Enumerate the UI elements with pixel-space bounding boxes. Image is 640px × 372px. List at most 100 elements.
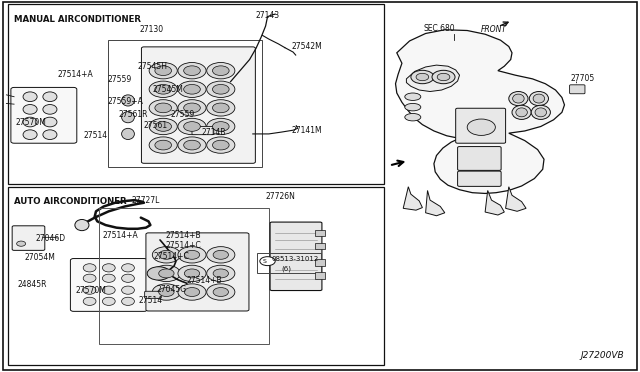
FancyBboxPatch shape bbox=[192, 126, 214, 135]
FancyBboxPatch shape bbox=[145, 291, 161, 298]
Circle shape bbox=[17, 241, 26, 246]
Ellipse shape bbox=[512, 105, 531, 119]
FancyBboxPatch shape bbox=[456, 108, 506, 143]
Ellipse shape bbox=[43, 105, 57, 114]
Text: 27514+A: 27514+A bbox=[102, 231, 138, 240]
Circle shape bbox=[149, 62, 177, 79]
Circle shape bbox=[184, 103, 200, 113]
Ellipse shape bbox=[122, 264, 134, 272]
Ellipse shape bbox=[102, 286, 115, 294]
Circle shape bbox=[152, 284, 180, 300]
FancyBboxPatch shape bbox=[12, 226, 45, 250]
Circle shape bbox=[155, 122, 172, 131]
Text: 27514+C: 27514+C bbox=[154, 252, 189, 261]
Ellipse shape bbox=[535, 108, 547, 117]
Circle shape bbox=[184, 288, 200, 296]
Circle shape bbox=[207, 62, 235, 79]
Text: 08513-31012: 08513-31012 bbox=[271, 256, 319, 262]
Ellipse shape bbox=[83, 286, 96, 294]
Circle shape bbox=[149, 118, 177, 135]
Ellipse shape bbox=[122, 274, 134, 282]
Text: (6): (6) bbox=[282, 265, 292, 272]
Ellipse shape bbox=[23, 130, 37, 140]
Circle shape bbox=[152, 247, 180, 263]
Circle shape bbox=[159, 288, 174, 296]
Ellipse shape bbox=[405, 93, 421, 100]
Circle shape bbox=[207, 118, 235, 135]
Bar bbox=[99, 208, 269, 344]
Circle shape bbox=[212, 66, 229, 76]
Text: 27130: 27130 bbox=[140, 25, 164, 34]
Ellipse shape bbox=[513, 94, 524, 103]
Text: 27559+A: 27559+A bbox=[108, 97, 143, 106]
Text: SEC.680: SEC.680 bbox=[424, 24, 455, 33]
Circle shape bbox=[213, 288, 228, 296]
Bar bbox=[257, 253, 321, 273]
Circle shape bbox=[152, 265, 180, 282]
Ellipse shape bbox=[43, 92, 57, 102]
FancyBboxPatch shape bbox=[11, 87, 77, 143]
Text: 27514: 27514 bbox=[139, 296, 163, 305]
Text: 27570M: 27570M bbox=[16, 118, 47, 126]
Circle shape bbox=[155, 103, 172, 113]
Circle shape bbox=[155, 140, 172, 150]
Circle shape bbox=[184, 250, 200, 259]
Text: 27545H: 27545H bbox=[138, 62, 168, 71]
Ellipse shape bbox=[516, 108, 527, 117]
Bar bbox=[8, 4, 384, 184]
Circle shape bbox=[184, 140, 200, 150]
Circle shape bbox=[178, 100, 206, 116]
Polygon shape bbox=[426, 190, 445, 216]
Text: 27141M: 27141M bbox=[291, 126, 322, 135]
Circle shape bbox=[149, 100, 177, 116]
Ellipse shape bbox=[531, 105, 550, 119]
Circle shape bbox=[467, 119, 495, 135]
Circle shape bbox=[178, 265, 206, 282]
Circle shape bbox=[178, 118, 206, 135]
Circle shape bbox=[178, 284, 206, 300]
Bar bbox=[315, 259, 325, 266]
FancyBboxPatch shape bbox=[270, 222, 322, 291]
Circle shape bbox=[184, 66, 200, 76]
Text: 27514+B: 27514+B bbox=[187, 276, 223, 285]
Circle shape bbox=[212, 122, 229, 131]
FancyBboxPatch shape bbox=[141, 47, 255, 163]
Ellipse shape bbox=[405, 103, 421, 111]
Text: 27514+A: 27514+A bbox=[58, 70, 93, 79]
FancyBboxPatch shape bbox=[70, 259, 147, 311]
Polygon shape bbox=[506, 187, 526, 211]
Polygon shape bbox=[485, 190, 504, 215]
Text: 24845R: 24845R bbox=[17, 280, 47, 289]
Ellipse shape bbox=[122, 286, 134, 294]
Text: 27570M: 27570M bbox=[76, 286, 106, 295]
Circle shape bbox=[207, 100, 235, 116]
Text: 27561R: 27561R bbox=[118, 110, 148, 119]
Ellipse shape bbox=[529, 92, 548, 106]
Ellipse shape bbox=[23, 105, 37, 114]
Ellipse shape bbox=[533, 94, 545, 103]
Circle shape bbox=[212, 140, 229, 150]
Text: AUTO AIRCONDITIONER: AUTO AIRCONDITIONER bbox=[14, 197, 127, 206]
Circle shape bbox=[213, 250, 228, 259]
Circle shape bbox=[207, 137, 235, 153]
Circle shape bbox=[147, 267, 170, 280]
Text: 27705: 27705 bbox=[570, 74, 595, 83]
Text: 27045G: 27045G bbox=[157, 285, 187, 294]
Circle shape bbox=[159, 269, 174, 278]
Ellipse shape bbox=[83, 264, 96, 272]
Text: 27561: 27561 bbox=[144, 121, 168, 130]
Ellipse shape bbox=[122, 128, 134, 140]
Ellipse shape bbox=[102, 297, 115, 305]
Ellipse shape bbox=[122, 95, 134, 106]
Circle shape bbox=[149, 81, 177, 97]
Bar bbox=[108, 40, 262, 167]
Circle shape bbox=[207, 284, 235, 300]
Circle shape bbox=[416, 73, 429, 81]
Circle shape bbox=[184, 269, 200, 278]
Circle shape bbox=[155, 84, 172, 94]
Circle shape bbox=[212, 103, 229, 113]
Circle shape bbox=[184, 84, 200, 94]
Text: 27727L: 27727L bbox=[131, 196, 159, 205]
Ellipse shape bbox=[102, 264, 115, 272]
Circle shape bbox=[207, 247, 235, 263]
